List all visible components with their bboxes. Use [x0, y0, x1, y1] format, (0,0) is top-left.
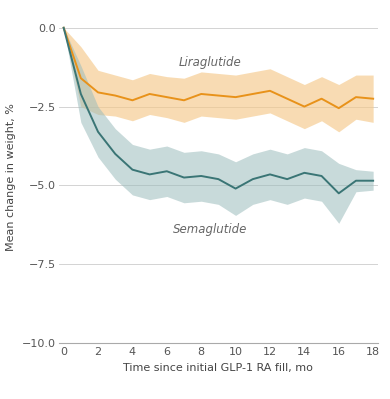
X-axis label: Time since initial GLP-1 RA fill, mo: Time since initial GLP-1 RA fill, mo	[124, 363, 313, 373]
Y-axis label: Mean change in weight, %: Mean change in weight, %	[6, 104, 16, 251]
Text: Semaglutide: Semaglutide	[173, 223, 247, 236]
Text: Liraglutide: Liraglutide	[179, 56, 241, 69]
